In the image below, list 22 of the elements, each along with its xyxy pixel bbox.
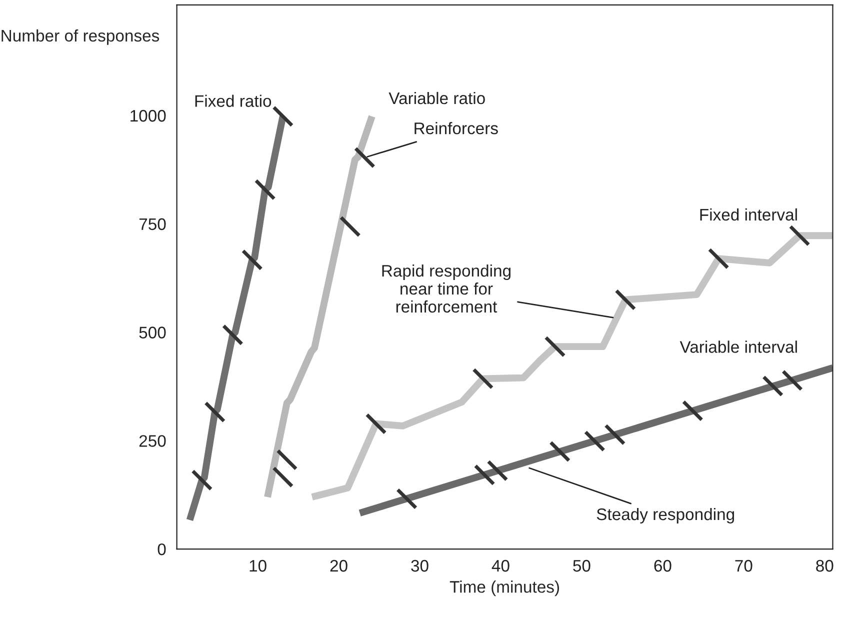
y-axis-title: Number of responses (2, 29, 160, 45)
series-label: Variable interval (680, 340, 797, 353)
series-label: Variable ratio (388, 92, 485, 104)
series-label: Fixed ratio (195, 94, 272, 107)
x-axis-title: Time (minutes) (450, 580, 559, 596)
y-tick-label: 1000 (130, 110, 166, 122)
x-tick-label: 20 (330, 560, 348, 572)
x-tick-label: 70 (735, 560, 752, 572)
series-label: Fixed interval (700, 208, 797, 221)
annotation: Rapid responding near time for reinforcement (382, 264, 510, 313)
y-tick-label: 250 (139, 435, 166, 447)
annotation: Reinforcers (414, 122, 498, 134)
x-tick-label: 30 (411, 560, 428, 572)
y-tick-label: 0 (158, 543, 166, 556)
y-tick-label: 750 (139, 218, 166, 230)
x-tick-label: 10 (250, 560, 266, 572)
x-tick-label: 50 (573, 560, 590, 572)
x-tick-label: 60 (654, 560, 672, 572)
x-tick-label: 40 (492, 560, 510, 572)
annotation: Steady responding (596, 508, 734, 524)
y-tick-label: 500 (139, 326, 166, 338)
x-tick-label: 80 (816, 560, 834, 572)
